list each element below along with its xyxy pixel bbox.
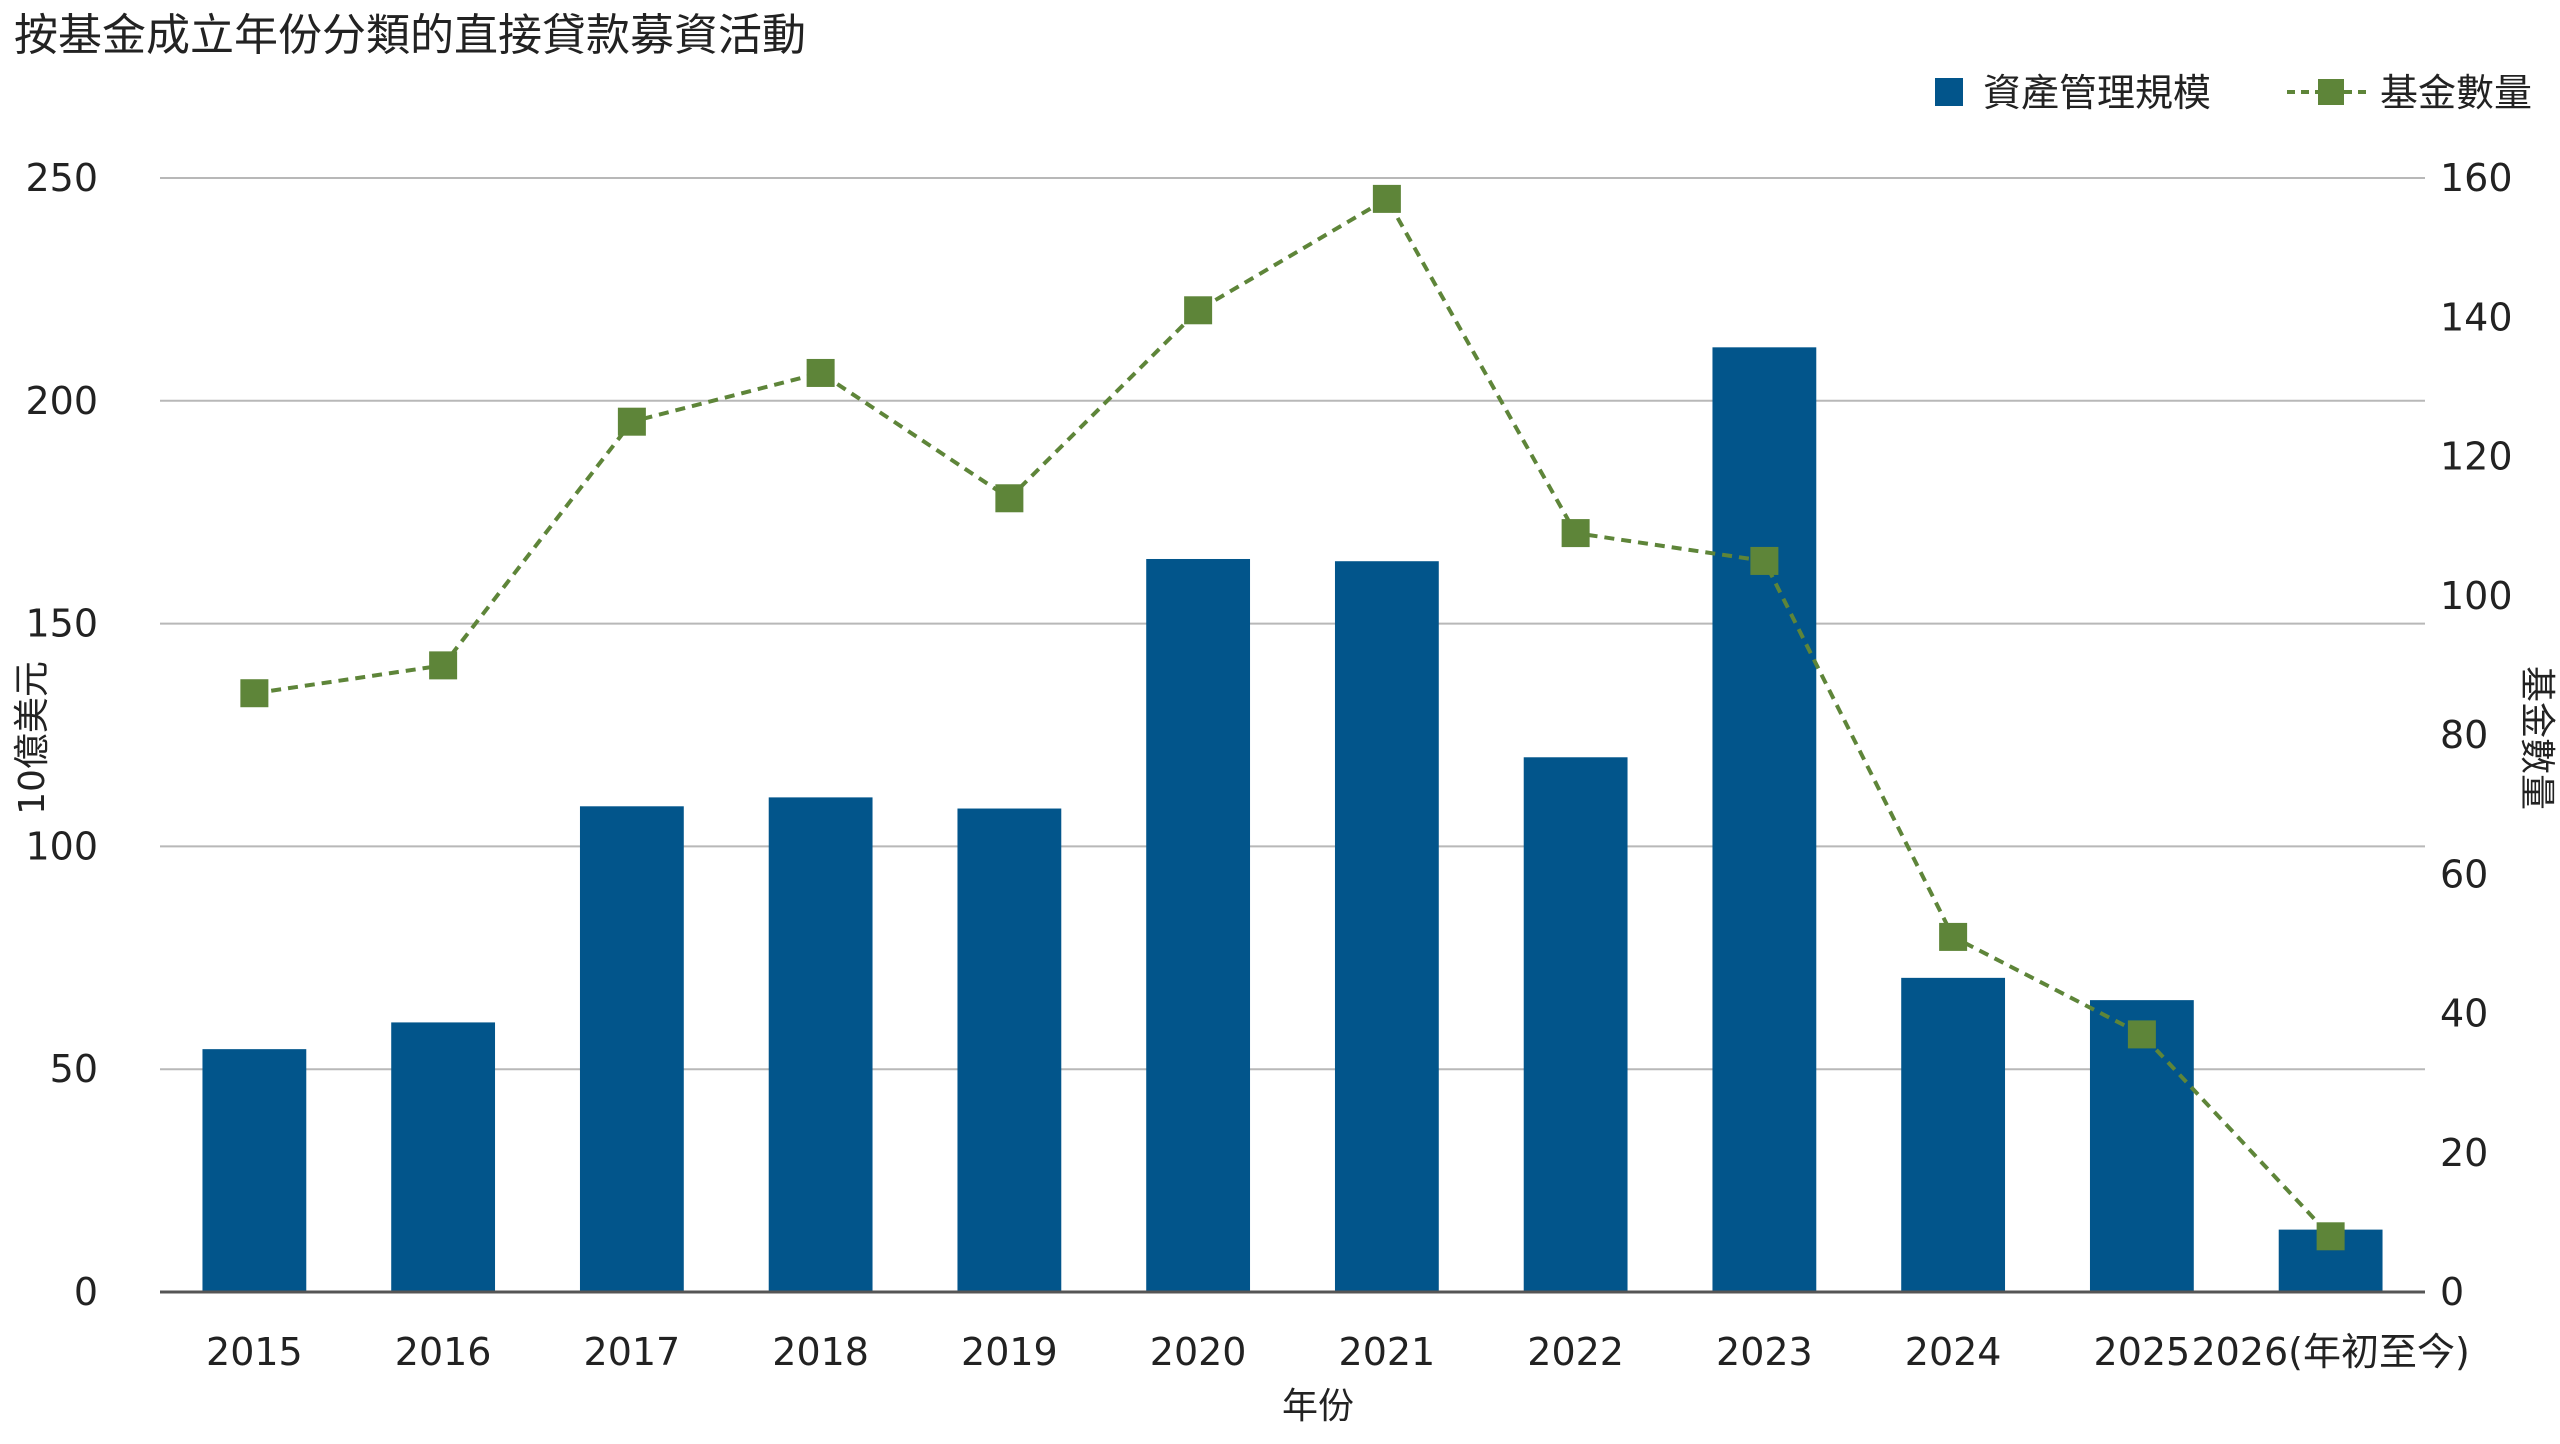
line-marker bbox=[617, 407, 646, 436]
chart-title: 按基金成立年份分類的直接貸款募資活動 bbox=[14, 10, 806, 61]
y-tick-label: 150 bbox=[25, 602, 98, 646]
line-marker bbox=[995, 484, 1024, 513]
series-line bbox=[254, 196, 2333, 1238]
x-tick-label: 2016 bbox=[395, 1330, 492, 1374]
line-marker bbox=[2316, 1222, 2345, 1251]
y-tick-label: 50 bbox=[50, 1047, 98, 1091]
x-tick-label: 2024 bbox=[1905, 1330, 2002, 1374]
grid bbox=[160, 177, 2425, 1071]
bar bbox=[1334, 561, 1439, 1292]
bar bbox=[391, 1022, 496, 1292]
right-axis: 0 20 40 60 80 100 120 140 160 bbox=[2440, 156, 2513, 1314]
bar bbox=[2089, 1000, 2194, 1292]
x-tick-label: 2018 bbox=[772, 1330, 869, 1374]
y-tick-label: 100 bbox=[25, 824, 98, 868]
line-marker bbox=[429, 651, 458, 680]
bar bbox=[1712, 347, 1817, 1292]
y-tick-label: 0 bbox=[74, 1270, 98, 1314]
x-axis-title: 年份 bbox=[1282, 1386, 1354, 1427]
line-marker bbox=[1750, 546, 1779, 575]
line-marker bbox=[1184, 296, 1213, 325]
x-axis: 2015 2016 2017 2018 2019 2020 2021 2022 2023 2024… bbox=[160, 1290, 2470, 1374]
bar bbox=[1901, 977, 2006, 1292]
line-marker bbox=[1939, 922, 1968, 951]
bar bbox=[957, 808, 1062, 1292]
bar-series bbox=[202, 347, 2383, 1292]
x-tick-label: 2025 bbox=[2094, 1330, 2191, 1374]
legend: 資產管理規模 基金數量 bbox=[1935, 71, 2532, 115]
y2-tick-label: 40 bbox=[2440, 992, 2488, 1036]
y-tick-label: 200 bbox=[25, 379, 98, 423]
y-axis-title: 10億美元 bbox=[12, 661, 53, 815]
x-tick-label: 2021 bbox=[1339, 1330, 1436, 1374]
y2-tick-label: 160 bbox=[2440, 156, 2513, 200]
y2-axis-title: 基金數量 bbox=[2516, 666, 2557, 810]
x-tick-label: 2019 bbox=[961, 1330, 1058, 1374]
line-marker bbox=[1561, 519, 1590, 548]
y2-tick-label: 60 bbox=[2440, 852, 2488, 896]
y2-tick-label: 80 bbox=[2440, 713, 2488, 757]
line-marker bbox=[1372, 184, 1401, 213]
x-tick-label: 2015 bbox=[206, 1330, 303, 1374]
x-tick-label: 2017 bbox=[584, 1330, 681, 1374]
line-marker bbox=[240, 679, 269, 708]
left-axis: 0 50 100 150 200 250 bbox=[25, 156, 98, 1314]
x-tick-label: 2022 bbox=[1527, 1330, 1624, 1374]
x-tick-label: 2020 bbox=[1150, 1330, 1247, 1374]
y2-tick-label: 100 bbox=[2440, 574, 2513, 618]
bar bbox=[202, 1049, 307, 1292]
legend-line-marker bbox=[2318, 79, 2344, 105]
line-marker bbox=[2127, 1020, 2156, 1049]
bar bbox=[768, 797, 873, 1292]
legend-bar-swatch bbox=[1935, 78, 1963, 106]
y-tick-label: 250 bbox=[25, 156, 98, 200]
y2-tick-label: 0 bbox=[2440, 1270, 2464, 1314]
legend-bar-label: 資產管理規模 bbox=[1983, 71, 2211, 115]
x-tick-label: 2023 bbox=[1716, 1330, 1813, 1374]
bar bbox=[1523, 757, 1628, 1292]
bar bbox=[579, 806, 684, 1292]
line-marker bbox=[806, 358, 835, 387]
y2-tick-label: 20 bbox=[2440, 1131, 2488, 1175]
line-series bbox=[240, 184, 2345, 1251]
x-tick-label: 2026(年初至今) bbox=[2191, 1330, 2469, 1374]
y2-tick-label: 140 bbox=[2440, 295, 2513, 339]
y2-tick-label: 120 bbox=[2440, 435, 2513, 479]
legend-line-label: 基金數量 bbox=[2380, 71, 2532, 115]
bar bbox=[1146, 558, 1251, 1292]
